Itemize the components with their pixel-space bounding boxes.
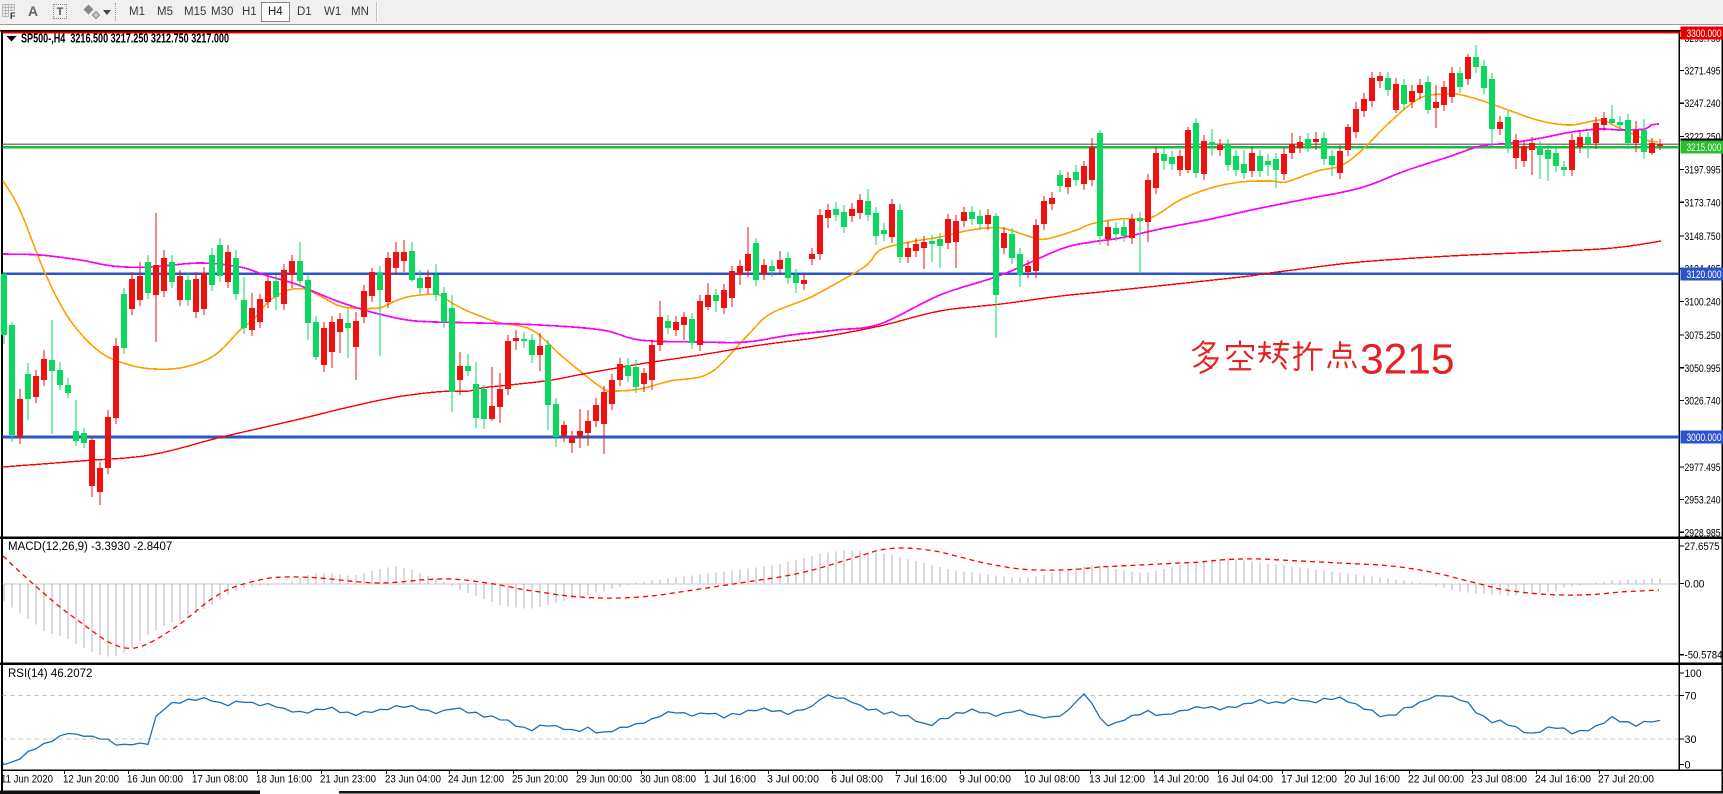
svg-text:24 Jul 16:00: 24 Jul 16:00 [1535, 774, 1591, 786]
svg-text:11 Jun 2020: 11 Jun 2020 [1, 774, 53, 786]
svg-text:27 Jul 20:00: 27 Jul 20:00 [1598, 774, 1654, 786]
svg-text:3120.000: 3120.000 [1687, 269, 1722, 281]
svg-text:25 Jun 20:00: 25 Jun 20:00 [512, 774, 568, 786]
svg-text:16 Jun 00:00: 16 Jun 00:00 [127, 774, 183, 786]
svg-text:22 Jul 00:00: 22 Jul 00:00 [1408, 774, 1464, 786]
svg-text:3173.740: 3173.740 [1685, 197, 1721, 209]
svg-text:3075.250: 3075.250 [1685, 330, 1721, 342]
svg-text:3050.995: 3050.995 [1685, 363, 1721, 375]
svg-text:3197.995: 3197.995 [1685, 165, 1721, 177]
svg-text:3215: 3215 [1360, 337, 1455, 384]
svg-text:0.00: 0.00 [1685, 579, 1705, 591]
svg-text:6 Jul 08:00: 6 Jul 08:00 [831, 774, 883, 786]
svg-text:0: 0 [1685, 760, 1691, 772]
svg-text:3215.000: 3215.000 [1687, 142, 1722, 154]
svg-text:3 Jul 00:00: 3 Jul 00:00 [767, 774, 819, 786]
svg-text:RSI(14) 46.2072: RSI(14) 46.2072 [8, 668, 92, 680]
svg-text:13 Jul 12:00: 13 Jul 12:00 [1089, 774, 1145, 786]
svg-text:3148.750: 3148.750 [1685, 231, 1721, 243]
svg-text:3026.740: 3026.740 [1685, 396, 1721, 408]
svg-text:24 Jun 12:00: 24 Jun 12:00 [448, 774, 504, 786]
svg-text:17 Jun 08:00: 17 Jun 08:00 [192, 774, 248, 786]
svg-text:20 Jul 16:00: 20 Jul 16:00 [1344, 774, 1400, 786]
svg-text:29 Jun 00:00: 29 Jun 00:00 [576, 774, 632, 786]
svg-text:1 Jul 16:00: 1 Jul 16:00 [704, 774, 756, 786]
svg-text:7 Jul 16:00: 7 Jul 16:00 [895, 774, 947, 786]
svg-text:3300.000: 3300.000 [1687, 28, 1722, 40]
svg-text:-50.5784: -50.5784 [1685, 650, 1723, 662]
svg-text:100: 100 [1685, 668, 1702, 680]
svg-text:70: 70 [1685, 691, 1697, 703]
svg-text:3100.240: 3100.240 [1685, 296, 1721, 308]
svg-text:2928.985: 2928.985 [1685, 527, 1721, 539]
svg-text:16 Jul 04:00: 16 Jul 04:00 [1217, 774, 1273, 786]
svg-text:2953.240: 2953.240 [1685, 495, 1721, 507]
svg-text:14 Jul 20:00: 14 Jul 20:00 [1153, 774, 1209, 786]
svg-text:9 Jul 00:00: 9 Jul 00:00 [959, 774, 1011, 786]
svg-text:3000.000: 3000.000 [1687, 432, 1722, 444]
svg-text:MACD(12,26,9) -3.3930 -2.8407: MACD(12,26,9) -3.3930 -2.8407 [8, 541, 172, 553]
svg-text:30 Jun 08:00: 30 Jun 08:00 [640, 774, 696, 786]
svg-text:23 Jul 08:00: 23 Jul 08:00 [1471, 774, 1527, 786]
svg-text:12 Jun 20:00: 12 Jun 20:00 [63, 774, 119, 786]
svg-text:3247.240: 3247.240 [1685, 98, 1721, 110]
svg-text:SP500-,H4 3216.500 3217.250 3: SP500-,H4 3216.500 3217.250 3212.750 321… [21, 32, 229, 46]
svg-text:17 Jul 12:00: 17 Jul 12:00 [1281, 774, 1337, 786]
svg-text:27.6575: 27.6575 [1685, 541, 1720, 553]
svg-text:23 Jun 04:00: 23 Jun 04:00 [385, 774, 441, 786]
svg-text:21 Jun 23:00: 21 Jun 23:00 [320, 774, 376, 786]
svg-text:2977.495: 2977.495 [1685, 462, 1721, 474]
svg-text:30: 30 [1685, 734, 1697, 746]
svg-text:3271.495: 3271.495 [1685, 66, 1721, 78]
svg-text:10 Jul 08:00: 10 Jul 08:00 [1024, 774, 1080, 786]
svg-text:18 Jun 16:00: 18 Jun 16:00 [256, 774, 312, 786]
